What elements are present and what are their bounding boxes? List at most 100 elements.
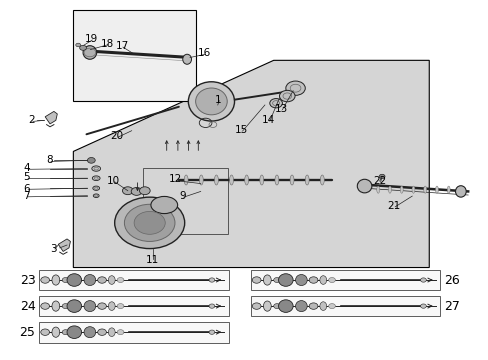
Text: 13: 13 [274, 104, 287, 113]
Ellipse shape [92, 176, 100, 180]
Polygon shape [73, 60, 428, 267]
Ellipse shape [214, 175, 218, 185]
Text: 17: 17 [115, 41, 128, 51]
Circle shape [328, 303, 335, 309]
Circle shape [208, 330, 214, 334]
Circle shape [98, 329, 106, 336]
Circle shape [80, 45, 86, 50]
Ellipse shape [67, 300, 81, 312]
Ellipse shape [357, 179, 371, 193]
Ellipse shape [376, 186, 379, 193]
Circle shape [98, 303, 106, 309]
Text: 14: 14 [262, 115, 275, 125]
Circle shape [115, 197, 184, 249]
Ellipse shape [244, 175, 248, 185]
Ellipse shape [84, 275, 96, 285]
Circle shape [285, 81, 305, 95]
Ellipse shape [188, 82, 234, 121]
Ellipse shape [93, 194, 99, 198]
Bar [39, 322, 228, 342]
Ellipse shape [52, 327, 60, 337]
Ellipse shape [184, 175, 188, 185]
Ellipse shape [183, 54, 191, 64]
Bar [39, 270, 228, 291]
Text: 10: 10 [106, 176, 120, 186]
Ellipse shape [319, 302, 326, 310]
Text: 22: 22 [372, 176, 386, 186]
Ellipse shape [108, 302, 115, 310]
Text: 27: 27 [444, 300, 459, 312]
Text: 8: 8 [46, 156, 53, 165]
Circle shape [273, 303, 280, 309]
Circle shape [124, 204, 175, 242]
Circle shape [131, 188, 142, 195]
Text: 16: 16 [198, 48, 211, 58]
Circle shape [62, 330, 69, 335]
Circle shape [420, 278, 426, 282]
Circle shape [117, 303, 123, 309]
Circle shape [41, 303, 49, 309]
Text: 25: 25 [20, 326, 35, 339]
Bar [143, 168, 228, 234]
Text: 19: 19 [84, 34, 98, 44]
Ellipse shape [263, 301, 271, 311]
Text: 1: 1 [214, 95, 221, 105]
Circle shape [308, 277, 317, 283]
Circle shape [117, 278, 123, 283]
Circle shape [62, 278, 69, 283]
Ellipse shape [435, 186, 438, 193]
Polygon shape [45, 111, 57, 124]
Ellipse shape [319, 276, 326, 284]
Circle shape [420, 304, 426, 308]
Ellipse shape [259, 175, 263, 185]
Text: 11: 11 [145, 255, 159, 265]
Text: 20: 20 [110, 131, 123, 141]
Circle shape [62, 303, 69, 309]
Bar [250, 270, 440, 291]
Circle shape [279, 90, 294, 102]
Text: 2: 2 [29, 115, 35, 125]
Text: 4: 4 [23, 163, 30, 173]
Text: 5: 5 [23, 172, 30, 183]
Bar [250, 296, 440, 316]
Ellipse shape [387, 186, 390, 193]
Text: 23: 23 [20, 274, 35, 287]
Circle shape [273, 278, 280, 283]
Ellipse shape [84, 301, 96, 312]
Text: 21: 21 [387, 201, 400, 211]
Ellipse shape [289, 175, 293, 185]
Text: 7: 7 [23, 191, 30, 201]
Ellipse shape [67, 326, 81, 338]
Circle shape [208, 278, 214, 282]
Circle shape [117, 330, 123, 335]
Text: 3: 3 [50, 244, 57, 254]
Circle shape [252, 277, 261, 283]
Circle shape [87, 157, 95, 163]
Circle shape [328, 278, 335, 283]
Ellipse shape [423, 186, 426, 193]
Circle shape [378, 174, 384, 179]
Ellipse shape [411, 186, 414, 193]
Ellipse shape [295, 275, 306, 285]
Bar [73, 10, 196, 102]
Ellipse shape [455, 186, 465, 197]
Ellipse shape [295, 301, 306, 312]
Ellipse shape [67, 274, 81, 286]
Ellipse shape [320, 175, 324, 185]
Ellipse shape [305, 175, 308, 185]
Circle shape [208, 304, 214, 308]
Circle shape [41, 277, 49, 283]
Ellipse shape [83, 46, 97, 59]
Ellipse shape [274, 175, 278, 185]
Bar [39, 296, 228, 316]
Text: 9: 9 [179, 191, 185, 201]
Circle shape [308, 303, 317, 309]
Ellipse shape [93, 186, 100, 190]
Text: 6: 6 [23, 184, 30, 194]
Ellipse shape [84, 327, 96, 338]
Ellipse shape [447, 186, 449, 193]
Text: 26: 26 [444, 274, 459, 287]
Circle shape [98, 277, 106, 283]
Polygon shape [58, 239, 70, 251]
Ellipse shape [52, 275, 60, 285]
